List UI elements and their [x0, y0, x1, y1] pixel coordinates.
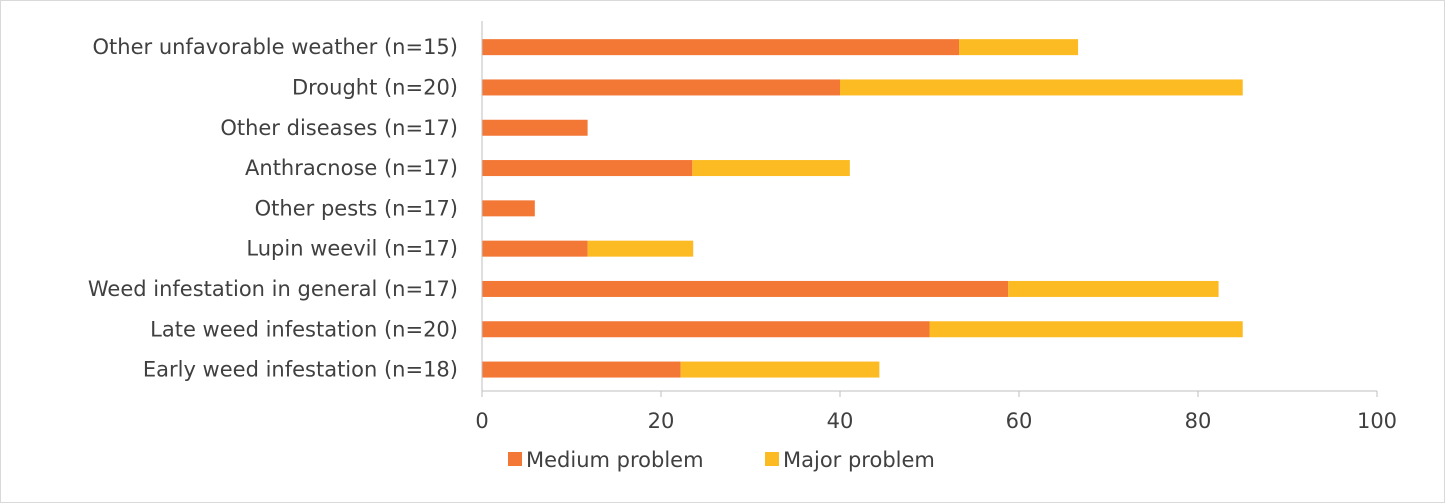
medium-problem-bar	[482, 79, 840, 96]
major-problem-bar	[1008, 280, 1219, 297]
x-tick-label: 20	[648, 409, 675, 433]
major-problem-bar	[692, 160, 850, 177]
x-tick-label: 0	[475, 409, 488, 433]
x-tick-label: 60	[1006, 409, 1033, 433]
x-tick-label: 40	[827, 409, 854, 433]
medium-problem-bar	[482, 160, 693, 177]
major-problem-bar	[929, 321, 1243, 338]
medium-problem-bar	[482, 280, 1009, 297]
major-problem-bar	[680, 361, 880, 378]
medium-problem-bar	[482, 321, 930, 338]
category-label: Anthracnose (n=17)	[245, 156, 458, 180]
legend-label: Major problem	[783, 448, 935, 472]
major-problem-bar	[959, 39, 1079, 56]
category-label: Late weed infestation (n=20)	[150, 317, 458, 341]
x-tick-label: 100	[1357, 409, 1397, 433]
medium-problem-bar	[482, 200, 535, 217]
category-labels: Other unfavorable weather (n=15) Drought …	[88, 35, 458, 381]
category-label: Early weed infestation (n=18)	[143, 358, 458, 382]
category-label: Other diseases (n=17)	[220, 116, 458, 140]
legend: Medium problem Major problem	[508, 448, 935, 472]
category-label: Drought (n=20)	[292, 75, 458, 99]
category-label: Weed infestation in general (n=17)	[88, 277, 458, 301]
medium-problem-bar	[482, 240, 588, 257]
legend-swatch-major	[765, 452, 779, 466]
major-problem-bar	[587, 240, 694, 257]
legend-label: Medium problem	[526, 448, 704, 472]
legend-swatch-medium	[508, 452, 522, 466]
medium-problem-bar	[482, 119, 588, 136]
category-label: Other pests (n=17)	[255, 196, 458, 220]
major-problem-bar	[840, 79, 1243, 96]
bars-layer	[482, 39, 1243, 378]
x-axis: 0 20 40 60 80 100	[475, 21, 1397, 433]
category-label: Lupin weevil (n=17)	[246, 237, 458, 261]
medium-problem-bar	[482, 39, 960, 56]
category-label: Other unfavorable weather (n=15)	[93, 35, 458, 59]
medium-problem-bar	[482, 361, 681, 378]
x-tick-label: 80	[1185, 409, 1212, 433]
